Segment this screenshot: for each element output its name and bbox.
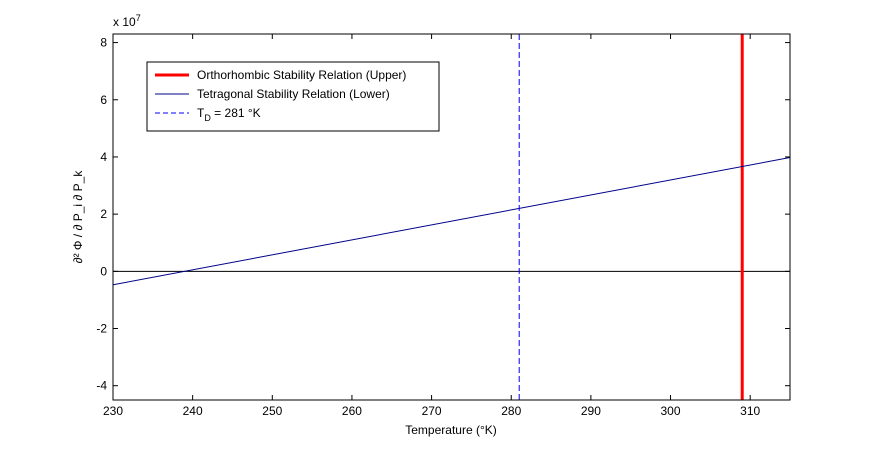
y-tick-label: 8 [100,36,107,50]
y-tick-label: 6 [100,93,107,107]
y-tick-label: 4 [100,150,107,164]
x-tick-label: 230 [103,404,123,418]
y-tick-label: -2 [96,322,107,336]
x-tick-label: 250 [262,404,282,418]
legend-entry-transition-label: TD = 281 °K [197,106,261,123]
legend-entry-tetragonal-label: Tetragonal Stability Relation (Lower) [197,87,390,101]
x-tick-label: 270 [422,404,442,418]
y-tick-label: 0 [100,264,107,278]
y-exponent-power: 7 [136,13,141,23]
x-tick-label: 310 [740,404,760,418]
x-tick-label: 280 [501,404,521,418]
x-tick-label: 290 [581,404,601,418]
y-tick-label: -4 [96,379,107,393]
y-tick-label: 2 [100,207,107,221]
y-axis-label: ∂² Φ / ∂ P_i ∂ P_k [71,170,85,264]
y-exponent-label: x 107 [113,13,141,29]
x-tick-label: 300 [661,404,681,418]
legend-entry-orthorhombic-label: Orthorhombic Stability Relation (Upper) [197,68,406,82]
x-tick-label: 240 [183,404,203,418]
x-axis-label: Temperature (°K) [405,423,497,437]
legend-box [146,61,440,132]
x-tick-label: 260 [342,404,362,418]
axes-box [112,33,791,401]
tetragonal-series-line [112,157,791,286]
